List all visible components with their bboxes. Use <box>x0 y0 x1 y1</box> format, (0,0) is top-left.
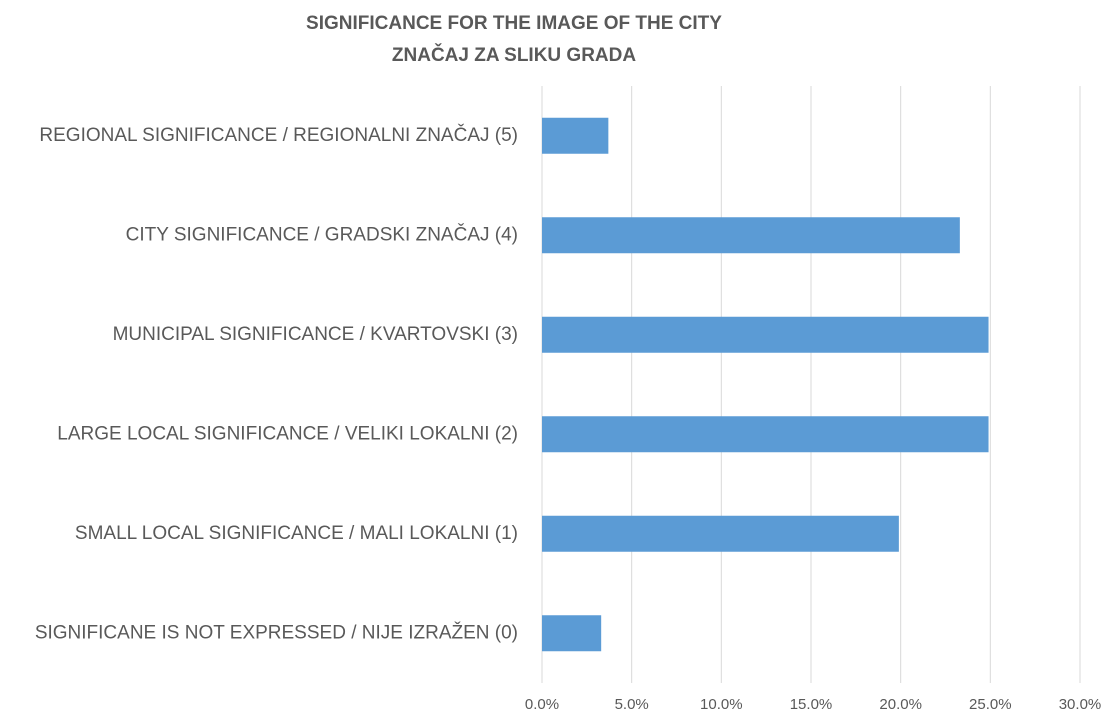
bar <box>542 117 609 154</box>
chart-title: SIGNIFICANCE FOR THE IMAGE OF THE CITY <box>306 13 722 34</box>
bar <box>542 316 989 353</box>
x-tick-label: 15.0% <box>790 696 833 713</box>
y-tick-label: CITY SIGNIFICANCE / GRADSKI ZNAČAJ (4) <box>126 223 518 245</box>
x-tick-label: 10.0% <box>700 696 743 713</box>
y-tick-label: SIGNIFICANE IS NOT EXPRESSED / NIJE IZRA… <box>35 621 518 643</box>
y-tick-label: MUNICIPAL SIGNIFICANCE / KVARTOVSKI (3) <box>113 324 518 345</box>
x-tick-label: 20.0% <box>879 696 922 713</box>
bar <box>542 217 960 254</box>
x-tick-label: 5.0% <box>615 696 649 713</box>
y-tick-label: REGIONAL SIGNIFICANCE / REGIONALNI ZNAČA… <box>39 124 518 146</box>
x-tick-label: 25.0% <box>969 696 1012 713</box>
y-tick-label: SMALL LOCAL SIGNIFICANCE / MALI LOKALNI … <box>75 523 518 544</box>
bar <box>542 416 989 453</box>
bar <box>542 615 602 652</box>
chart-subtitle: ZNAČAJ ZA SLIKU GRADA <box>392 44 636 66</box>
bar <box>542 515 899 552</box>
y-tick-label: LARGE LOCAL SIGNIFICANCE / VELIKI LOKALN… <box>57 423 518 444</box>
x-tick-label: 30.0% <box>1059 696 1102 713</box>
x-tick-label: 0.0% <box>525 696 559 713</box>
